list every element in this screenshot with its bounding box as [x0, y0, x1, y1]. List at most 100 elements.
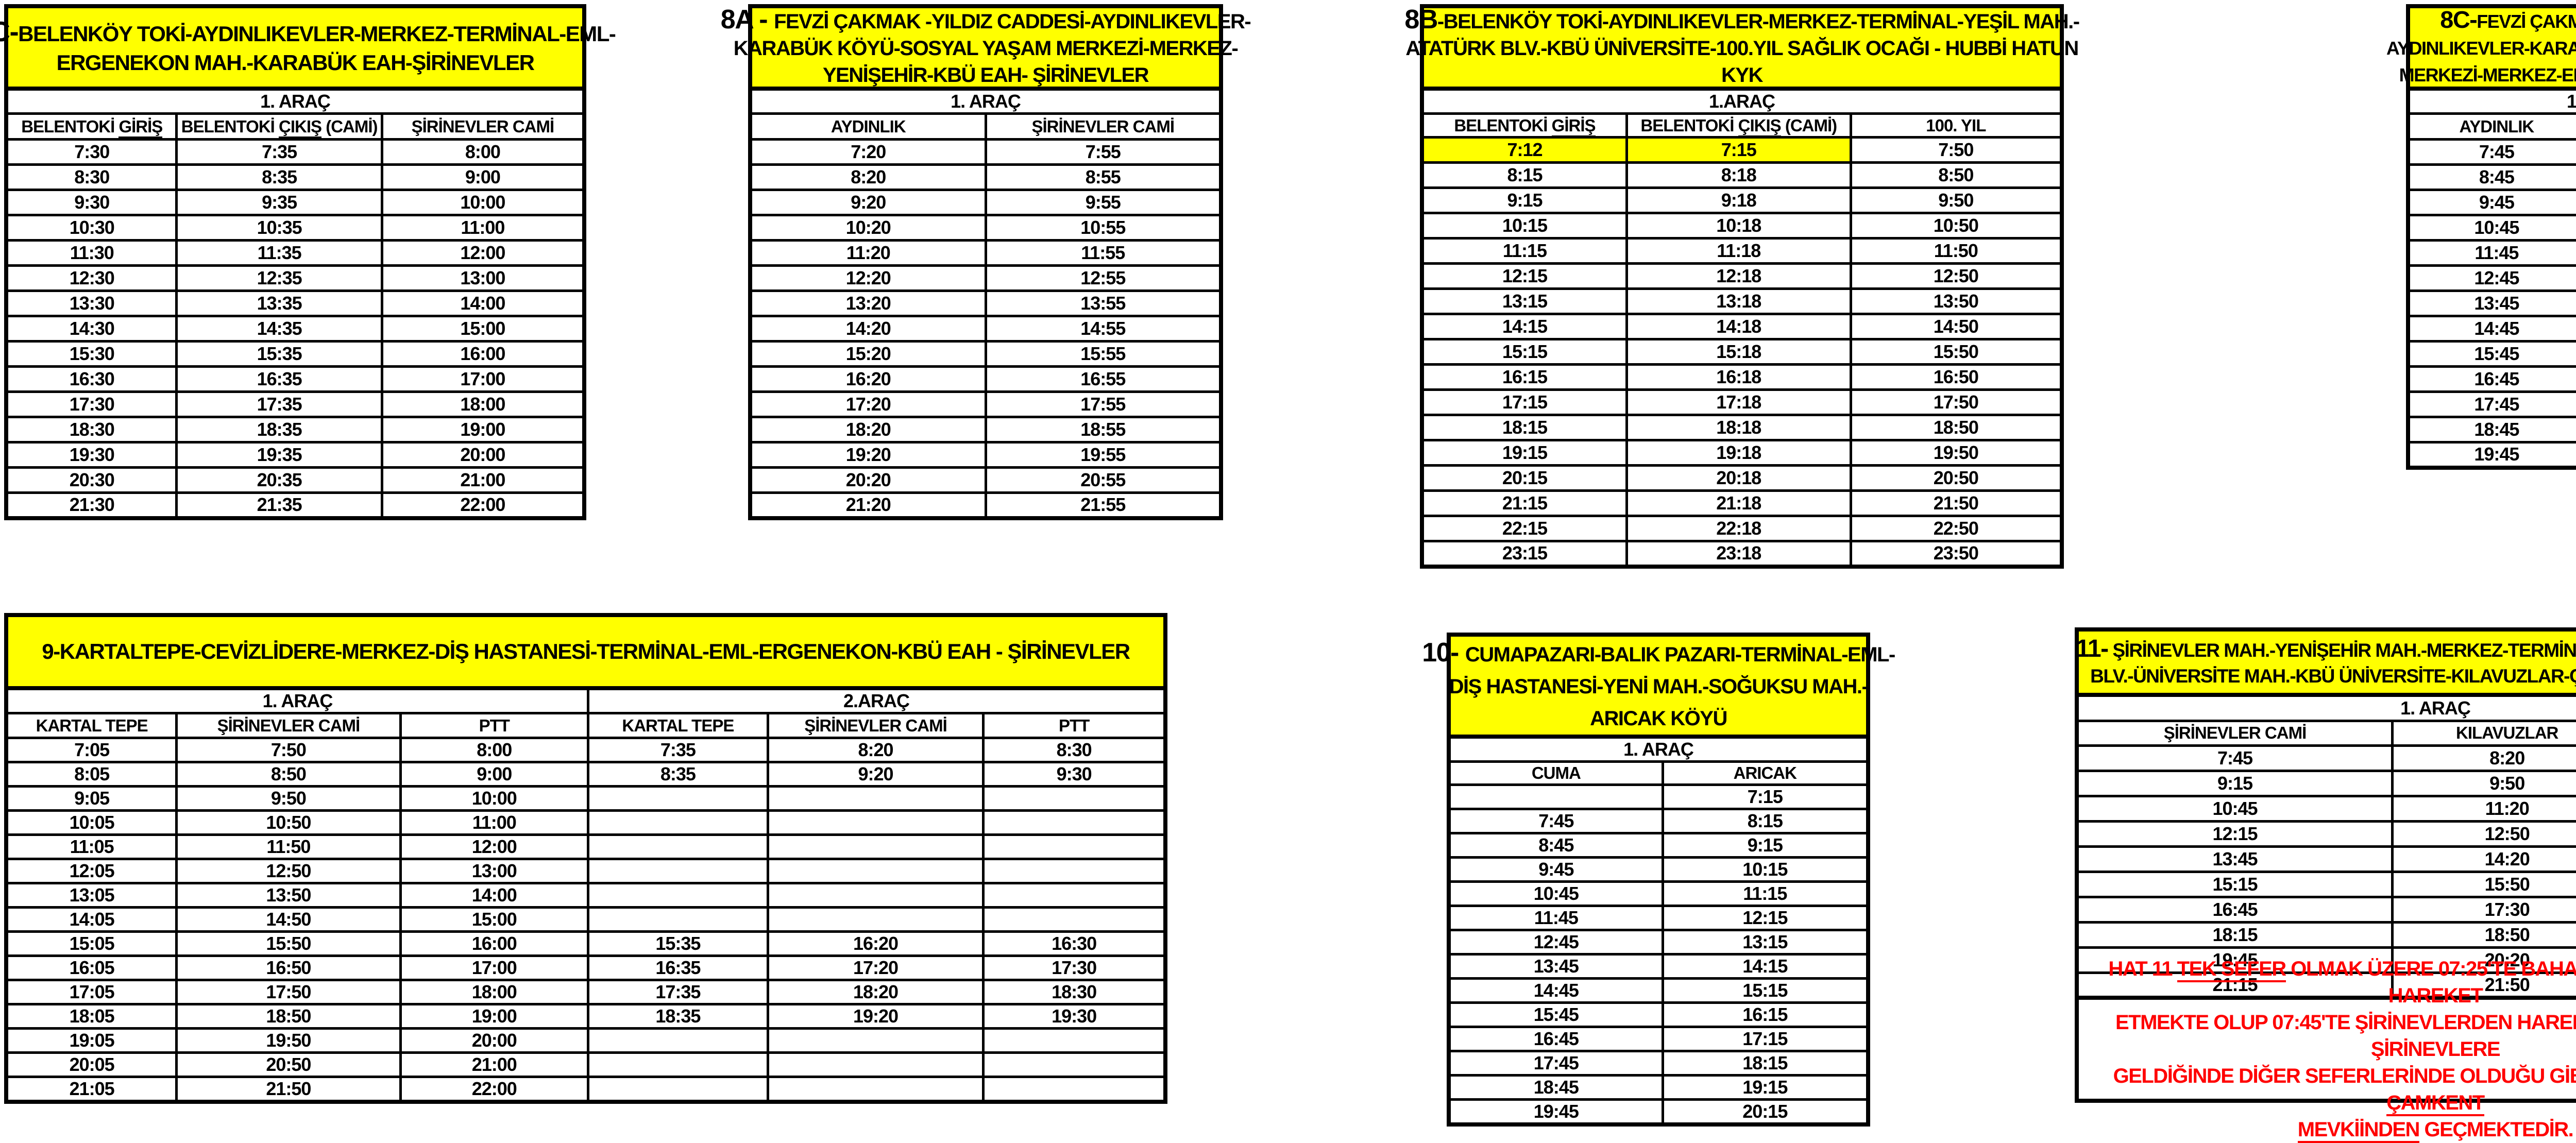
stop-header: ŞİRİNEVLER CAMİ [984, 112, 1223, 141]
time-cell: 21:18 [1625, 489, 1852, 517]
timetable-row: 13:20 13:55 [749, 289, 1223, 317]
time-cell: 12:15 [2075, 820, 2394, 848]
time-cell: 17:20 [766, 954, 985, 981]
timetable-row: 18:15 18:18 18:50 [1420, 414, 2063, 441]
time-cell: 7:15 [1661, 783, 1870, 810]
time-cell: 18:00 [399, 979, 589, 1005]
time-cell: 12:50 [175, 858, 402, 884]
timetable-row: 8:05 8:50 9:00 8:35 9:20 9:30 [5, 761, 1167, 788]
time-cell: 8:45 [2406, 163, 2576, 191]
time-cell: 8:00 [399, 737, 589, 763]
route-10-title: 10- CUMAPAZARI-BALIK PAZARI-TERMİNAL-EML… [1422, 633, 1895, 735]
empty-cell [766, 1076, 985, 1103]
time-cell: 19:30 [982, 1003, 1167, 1030]
time-cell: 7:30 [5, 138, 178, 166]
empty-cell [587, 858, 769, 884]
timetable-row: 8:459:20 [2406, 163, 2576, 191]
time-cell: 20:05 [5, 1051, 178, 1078]
time-cell: 13:30 [5, 289, 178, 317]
stops-header-row: KARTAL TEPE ŞİRİNEVLER CAMİ PTT KARTAL TEPE… [5, 712, 1167, 739]
text-segment: BELENTOKİ [1640, 115, 1738, 135]
time-cell: 13:55 [984, 289, 1223, 317]
time-cell: 16:35 [587, 954, 769, 981]
text-segment: BELENTOKİ [181, 116, 279, 136]
time-cell: 8:30 [5, 163, 178, 191]
timetable-row: 8:15 8:18 8:50 [1420, 161, 2063, 189]
time-cell: 18:35 [587, 1003, 769, 1030]
time-cell: 8:15 [1661, 808, 1870, 834]
time-cell: 11:18 [1625, 237, 1852, 265]
time-cell: 8:50 [1849, 161, 2063, 189]
time-cell: 17:00 [380, 365, 586, 393]
empty-cell [587, 1027, 769, 1054]
timetable-row: 9:30 9:35 10:00 [5, 189, 586, 216]
timetable-row: 13:05 13:50 14:00 [5, 882, 1167, 909]
title-line: ARICAK KÖYÜ [1590, 703, 1727, 735]
time-cell: 16:30 [982, 930, 1167, 957]
route-number: 8C- [2440, 6, 2477, 33]
time-cell: 22:18 [1625, 515, 1852, 542]
table-route-7c: 7C-BELENKÖY TOKİ-AYDINLIKEVLER-MERKEZ-TE… [0, 4, 616, 520]
text-segment: (CAMİ) [321, 116, 378, 136]
timetable-row: 7:458:208:35 [2075, 744, 2576, 772]
timetable-row: 18:20 18:55 [749, 416, 1223, 443]
route-9-title: 9-KARTALTEPE-CEVİZLİDERE-MERKEZ-DİŞ HAST… [4, 613, 1167, 686]
time-cell: 12:55 [984, 264, 1223, 292]
empty-cell [587, 1076, 769, 1103]
stop-header: PTT [399, 712, 589, 739]
timetable-row: 11:30 11:35 12:00 [5, 239, 586, 267]
route-number: 11- [2076, 634, 2109, 662]
stop-header: KILAVUZLAR [2391, 719, 2576, 747]
text-segment: YENİŞEHİR-KBÜ EAH- ŞİRİNEVLER [822, 64, 1149, 87]
title-line: AYDINLIKEVLER-KARABÜK KÖYÜ-SOSYAL YAŞAM [2386, 35, 2576, 62]
time-cell: 9:45 [1447, 856, 1664, 883]
underlined-text: GİRİŞ [118, 116, 163, 137]
timetable-row: 19:45 20:15 [1447, 1098, 1870, 1126]
time-cell: 7:45 [2075, 744, 2394, 772]
title-line: KARABÜK KÖYÜ-SOSYAL YAŞAM MERKEZİ-MERKEZ… [734, 35, 1239, 62]
title-line: 10- CUMAPAZARI-BALIK PAZARI-TERMİNAL-EML… [1422, 637, 1895, 671]
time-cell: 19:55 [984, 441, 1223, 469]
text-segment: AYDINLIK [831, 116, 906, 136]
timetable-row: 7:12 7:15 7:50 [1420, 136, 2063, 164]
vehicle-header: 1.ARAÇ [1420, 87, 2063, 115]
time-cell: 8:50 [175, 761, 402, 788]
time-cell: 18:30 [982, 979, 1167, 1005]
stop-header: BELENTOKİ ÇIKIŞ (CAMİ) [1625, 112, 1852, 139]
time-cell: 8:55 [984, 163, 1223, 191]
time-cell: 14:20 [749, 315, 987, 343]
time-cell: 9:50 [2391, 769, 2576, 797]
timetable-row: 14:20 14:55 [749, 315, 1223, 343]
text-segment: CUMAPAZARI-BALIK PAZARI-TERMİNAL-EML- [1465, 643, 1896, 666]
time-cell: 8:18 [1625, 161, 1852, 189]
time-cell: 19:15 [1420, 439, 1628, 467]
timetable-row: 17:05 17:50 18:00 17:35 18:20 18:30 [5, 979, 1167, 1005]
time-cell: 23:50 [1849, 540, 2063, 568]
time-cell: 15:45 [2406, 340, 2576, 368]
time-cell: 21:05 [5, 1076, 178, 1103]
route-8a-title: 8A - FEVZİ ÇAKMAK -YILDIZ CADDESİ-AYDINL… [721, 4, 1251, 87]
time-cell: 10:55 [984, 214, 1223, 242]
time-cell: 14:35 [175, 315, 383, 343]
underlined-text: TEK SEFER [2177, 958, 2286, 982]
time-cell: 18:20 [749, 416, 987, 443]
vehicle-row: 1. ARAÇ [749, 87, 1223, 115]
time-cell: 13:05 [5, 882, 178, 909]
time-cell: 16:20 [749, 365, 987, 393]
time-cell: 11:00 [380, 214, 586, 242]
stop-header: BELENTOKİ ÇIKIŞ (CAMİ) [175, 112, 383, 141]
text-segment: GEÇMEKTEDİR. [2419, 1118, 2574, 1141]
timetable-row: 7:458:20 [2406, 138, 2576, 166]
stop-header: ŞİRİNEVLER CAMİ [766, 712, 985, 739]
timetable-row: 21:05 21:50 22:00 [5, 1076, 1167, 1103]
timetable-row: 8:45 9:15 [1447, 832, 1870, 859]
stop-header: AYDINLIK [749, 112, 987, 141]
stop-header: ARICAK [1661, 760, 1870, 786]
time-cell: 14:15 [1420, 313, 1628, 340]
time-cell: 16:15 [1661, 1001, 1870, 1028]
empty-cell [766, 1027, 985, 1054]
time-cell: 22:00 [399, 1076, 589, 1103]
